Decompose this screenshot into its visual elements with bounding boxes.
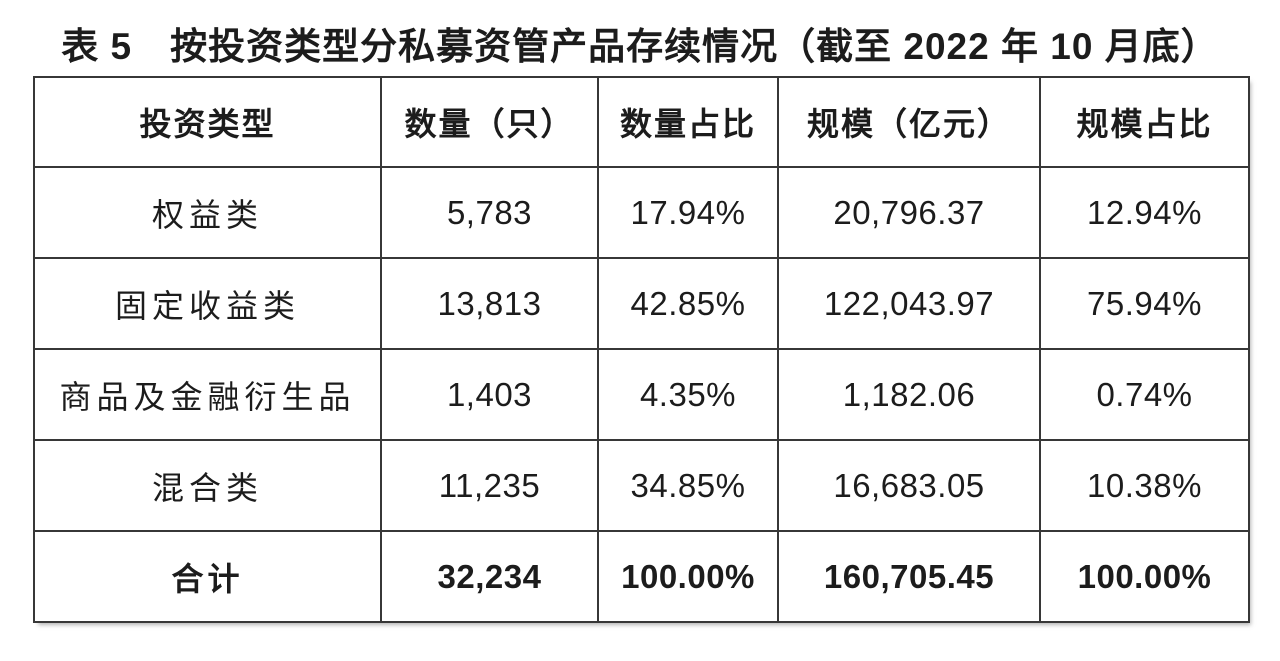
cell-scale: 160,705.45 (777, 530, 1041, 623)
cell-count: 32,234 (380, 530, 599, 623)
cell-scale: 122,043.97 (777, 257, 1041, 350)
cell-count-share: 4.35% (597, 348, 779, 441)
table-row-equity: 权益类 5,783 17.94% 20,796.37 12.94% (33, 166, 1250, 259)
cell-count-share: 17.94% (597, 166, 779, 259)
cell-scale-share: 100.00% (1039, 530, 1250, 623)
cell-scale: 1,182.06 (777, 348, 1041, 441)
cell-category: 权益类 (33, 166, 382, 259)
col-header-investment-type: 投资类型 (33, 76, 382, 168)
cell-scale: 20,796.37 (777, 166, 1041, 259)
cell-count: 1,403 (380, 348, 599, 441)
table-row-mixed: 混合类 11,235 34.85% 16,683.05 10.38% (33, 439, 1250, 532)
cell-count: 5,783 (380, 166, 599, 259)
cell-category: 固定收益类 (33, 257, 382, 350)
cell-count-share: 100.00% (597, 530, 779, 623)
cell-count: 11,235 (380, 439, 599, 532)
cell-count: 13,813 (380, 257, 599, 350)
cell-scale-share: 10.38% (1039, 439, 1250, 532)
col-header-scale: 规模（亿元） (777, 76, 1041, 168)
table-row-commodity-derivatives: 商品及金融衍生品 1,403 4.35% 1,182.06 0.74% (33, 348, 1250, 441)
col-header-count: 数量（只） (380, 76, 599, 168)
cell-scale-share: 0.74% (1039, 348, 1250, 441)
cell-scale: 16,683.05 (777, 439, 1041, 532)
table-title: 表 5 按投资类型分私募资管产品存续情况（截至 2022 年 10 月底） (61, 26, 1219, 67)
cell-category: 合计 (33, 530, 382, 623)
col-header-scale-share: 规模占比 (1039, 76, 1250, 168)
table-row-fixed-income: 固定收益类 13,813 42.85% 122,043.97 75.94% (33, 257, 1250, 350)
cell-scale-share: 12.94% (1039, 166, 1250, 259)
investment-type-table: 投资类型 数量（只） 数量占比 规模（亿元） 规模占比 权益类 5,783 17… (33, 76, 1250, 623)
cell-scale-share: 75.94% (1039, 257, 1250, 350)
cell-count-share: 34.85% (597, 439, 779, 532)
table-row-total: 合计 32,234 100.00% 160,705.45 100.00% (33, 530, 1250, 623)
col-header-count-share: 数量占比 (597, 76, 779, 168)
table-header-row: 投资类型 数量（只） 数量占比 规模（亿元） 规模占比 (33, 76, 1250, 168)
cell-category: 商品及金融衍生品 (33, 348, 382, 441)
cell-category: 混合类 (33, 439, 382, 532)
cell-count-share: 42.85% (597, 257, 779, 350)
